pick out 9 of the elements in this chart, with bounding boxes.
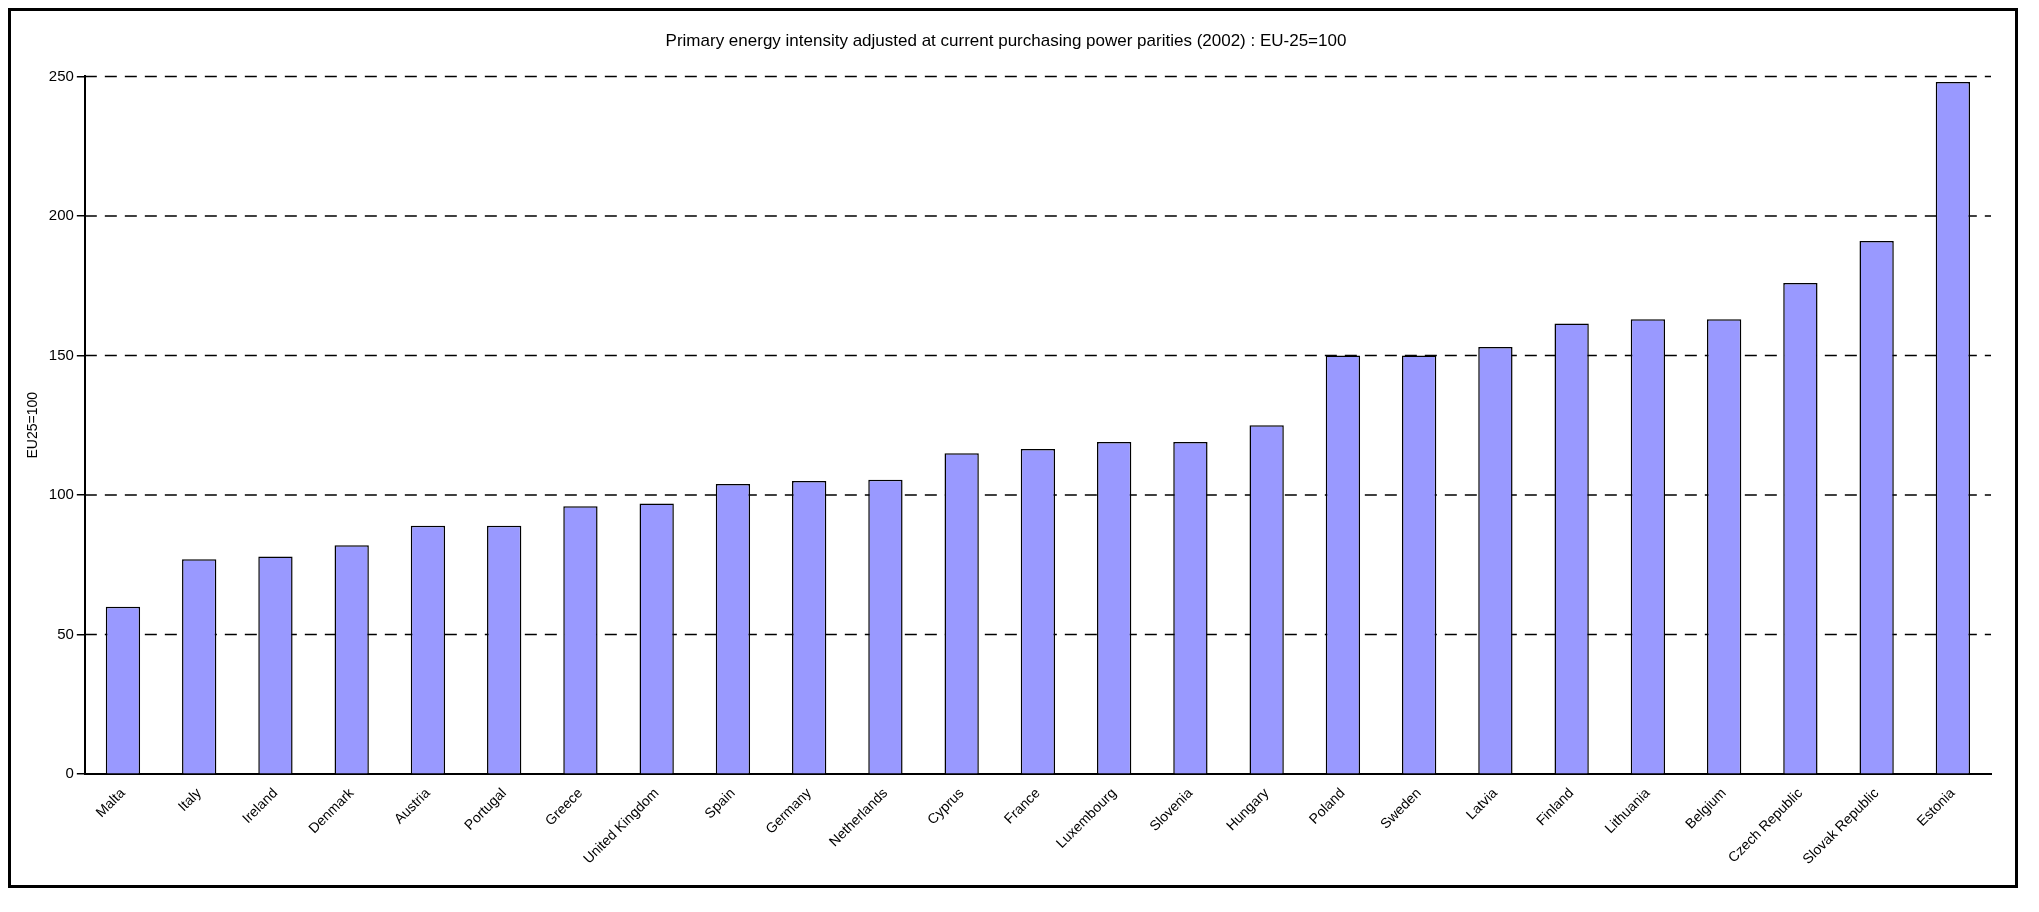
chart-title: Primary energy intensity adjusted at current purchasing power parities (2002) : EU-25=100 (665, 30, 1347, 50)
y-axis-title: EU25=100 (24, 391, 41, 459)
y-tick-label: 100 (48, 485, 74, 503)
y-tick-label: 200 (48, 206, 74, 224)
y-tick-label: 50 (57, 624, 74, 642)
x-tick-label: Italy (174, 784, 205, 815)
y-tick-label: 0 (65, 764, 74, 782)
y-tick-label: 150 (48, 345, 74, 363)
y-tick-label: 250 (48, 66, 74, 84)
